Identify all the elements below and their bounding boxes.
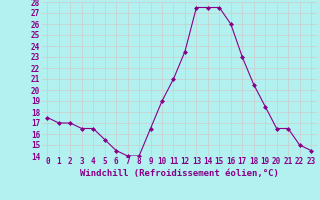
X-axis label: Windchill (Refroidissement éolien,°C): Windchill (Refroidissement éolien,°C) [80,169,279,178]
